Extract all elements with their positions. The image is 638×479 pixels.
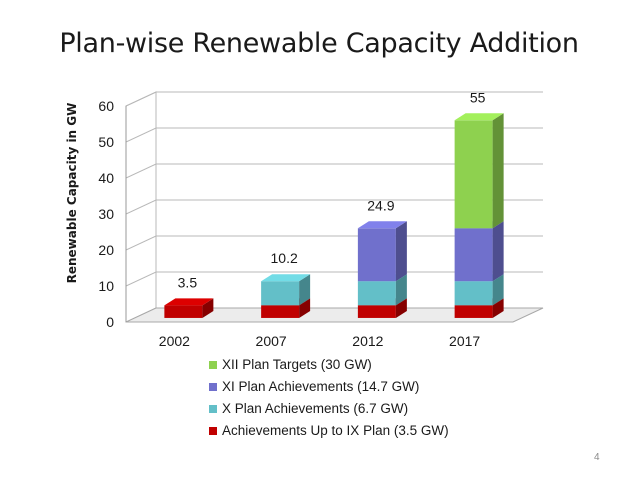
x-tick-label: 2007 (256, 333, 287, 349)
floor (125, 307, 544, 323)
total-label: 24.9 (367, 197, 394, 213)
gridline (125, 271, 543, 287)
bar-segment (261, 274, 311, 306)
bar-segment (357, 221, 407, 282)
legend-item: Achievements Up to IX Plan (3.5 GW) (209, 423, 449, 438)
y-tick-label: 30 (98, 206, 114, 222)
gridline (125, 235, 543, 251)
legend-swatch (209, 427, 217, 435)
gridline (125, 199, 543, 215)
total-label: 10.2 (271, 250, 298, 266)
bars (164, 113, 504, 318)
legend: XII Plan Targets (30 GW) XI Plan Achievem… (209, 357, 449, 438)
legend-swatch (209, 405, 217, 413)
legend-swatch (209, 383, 217, 391)
y-tick-label: 50 (98, 134, 114, 150)
legend-label: XI Plan Achievements (14.7 GW) (222, 379, 419, 394)
total-label: 3.5 (178, 274, 198, 290)
y-tick-label: 10 (98, 278, 114, 294)
legend-item: X Plan Achievements (6.7 GW) (209, 401, 408, 416)
y-tick-label: 60 (98, 98, 114, 114)
x-tick-label: 2012 (352, 333, 383, 349)
x-tick-label: 2017 (449, 333, 480, 349)
y-axis-label: Renewable Capacity in GW (65, 103, 79, 284)
x-axis-ticks: 2002 2007 2012 2017 (159, 333, 481, 349)
gridline (125, 163, 543, 179)
gridline (125, 127, 543, 143)
y-axis-ticks: 0 10 20 30 40 50 60 (98, 98, 114, 330)
gridline (125, 91, 543, 107)
bar-segment (454, 113, 504, 229)
page-number: 4 (594, 452, 600, 463)
slide-title: Plan-wise Renewable Capacity Addition (59, 28, 579, 59)
y-tick-label: 20 (98, 242, 114, 258)
x-tick-label: 2002 (159, 333, 190, 349)
y-tick-label: 40 (98, 170, 114, 186)
legend-item: XII Plan Targets (30 GW) (209, 357, 372, 372)
total-labels: 3.5 10.2 24.9 55 (178, 89, 486, 290)
bar-segment (164, 298, 214, 318)
total-label: 55 (470, 89, 486, 105)
y-tick-label: 0 (106, 314, 114, 330)
legend-swatch (209, 361, 217, 369)
legend-label: X Plan Achievements (6.7 GW) (222, 401, 408, 416)
legend-item: XI Plan Achievements (14.7 GW) (209, 379, 419, 394)
legend-label: Achievements Up to IX Plan (3.5 GW) (222, 423, 449, 438)
bar-segment (454, 221, 504, 282)
chart-grid (125, 91, 544, 323)
legend-label: XII Plan Targets (30 GW) (222, 357, 372, 372)
